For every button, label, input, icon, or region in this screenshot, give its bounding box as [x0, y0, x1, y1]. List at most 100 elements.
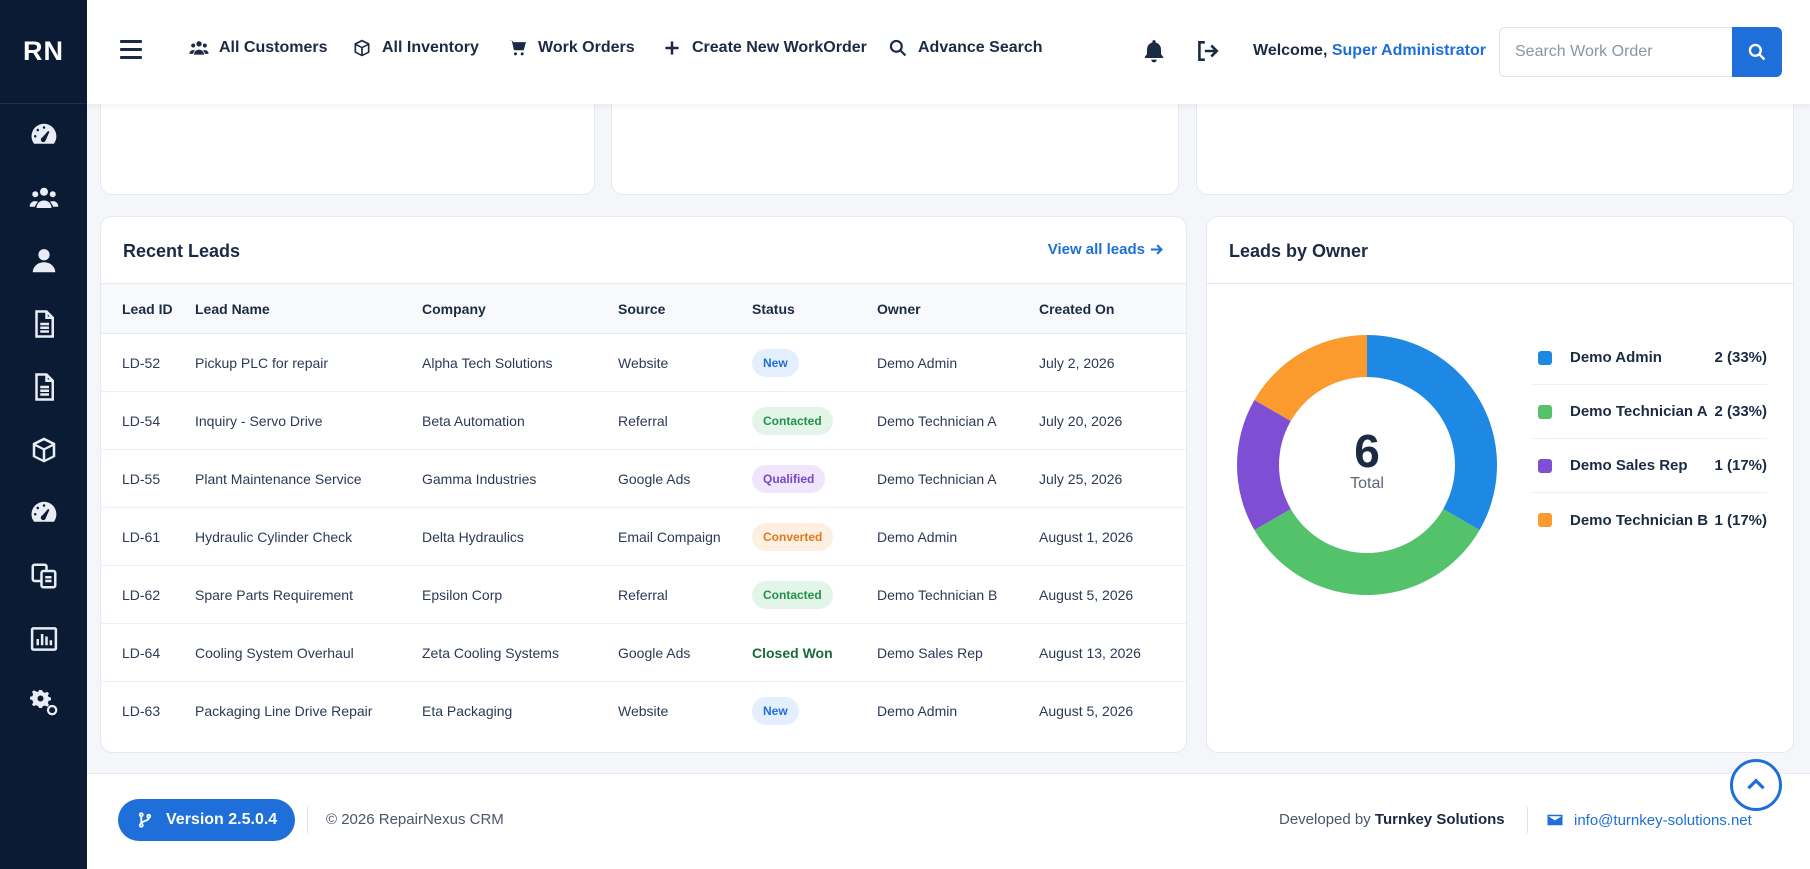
- nav-create-workorder[interactable]: Create New WorkOrder: [662, 38, 867, 58]
- developer-company[interactable]: Turnkey Solutions: [1374, 811, 1505, 828]
- leads-by-owner-card: Leads by Owner 6 Total Demo Admin 2 (33%)…: [1206, 216, 1794, 753]
- brand-logo[interactable]: RN: [0, 0, 87, 104]
- table-row[interactable]: LD-54 Inquiry - Servo Drive Beta Automatio…: [101, 391, 1186, 450]
- created-on-cell: July 2, 2026: [1039, 333, 1186, 392]
- customers-icon: [189, 41, 209, 55]
- legend-item[interactable]: Demo Technician A 2 (33%): [1531, 385, 1767, 439]
- copyright-text: © 2026 RepairNexus CRM: [326, 811, 504, 828]
- lead-name-cell: Pickup PLC for repair: [195, 333, 422, 392]
- legend-value: 2 (33%): [1714, 403, 1767, 420]
- donut-slice-demo-technician-b[interactable]: [1254, 335, 1367, 421]
- search-button[interactable]: [1732, 27, 1782, 77]
- created-on-cell: July 25, 2026: [1039, 449, 1186, 508]
- copy-docs-icon[interactable]: [0, 556, 87, 596]
- dashboard-icon[interactable]: [0, 115, 87, 155]
- col-source[interactable]: Source: [618, 283, 752, 334]
- status-cell: Qualified: [752, 449, 877, 508]
- inventory-box-icon: [354, 39, 370, 57]
- source-cell: Website: [618, 333, 752, 392]
- source-cell: Website: [618, 702, 669, 719]
- view-all-leads-link[interactable]: View all leads: [1048, 241, 1164, 258]
- status-badge: Contacted: [752, 406, 833, 435]
- branch-icon: [138, 812, 152, 828]
- nav-all-inventory-label: All Inventory: [382, 39, 479, 56]
- search-icon: [889, 39, 907, 57]
- logout-icon[interactable]: [1194, 38, 1220, 64]
- reports-chart-icon[interactable]: [0, 619, 87, 659]
- col-created-on[interactable]: Created On: [1039, 283, 1186, 334]
- welcome-message: Welcome, Super Administrator: [1253, 42, 1486, 60]
- legend-label: Demo Technician B: [1570, 511, 1709, 529]
- owner-cell: Demo Admin: [877, 507, 1039, 566]
- user-name-link[interactable]: Super Administrator: [1331, 42, 1486, 59]
- legend-item[interactable]: Demo Sales Rep 1 (17%): [1531, 439, 1767, 493]
- envelope-icon: [1547, 814, 1563, 826]
- donut-slice-demo-sales-rep[interactable]: [1237, 400, 1291, 530]
- company-cell: Zeta Cooling Systems: [422, 623, 618, 682]
- source-cell: Google Ads: [618, 449, 752, 508]
- status-badge: Contacted: [752, 580, 833, 609]
- donut-slice-demo-technician-a[interactable]: [1254, 509, 1480, 595]
- search-icon: [1748, 43, 1766, 61]
- donut-slice-demo-admin[interactable]: [1367, 335, 1497, 530]
- gauge-icon[interactable]: [0, 493, 87, 533]
- legend-item[interactable]: Demo Admin 2 (33%): [1531, 331, 1767, 385]
- col-lead-id[interactable]: Lead ID: [101, 283, 195, 334]
- hamburger-menu-icon[interactable]: [120, 40, 142, 62]
- customers-icon[interactable]: [0, 178, 87, 218]
- table-row[interactable]: LD-63 Packaging Line Drive Repair Eta Pack…: [101, 682, 1186, 740]
- search-work-order-input[interactable]: [1499, 27, 1733, 77]
- arrow-right-icon: [1150, 244, 1163, 255]
- legend-item[interactable]: Demo Technician B 1 (17%): [1531, 493, 1767, 547]
- company-cell: Gamma Industries: [422, 449, 618, 508]
- status-cell: New: [752, 682, 877, 740]
- nav-all-customers[interactable]: All Customers: [189, 38, 327, 58]
- nav-all-inventory[interactable]: All Inventory: [352, 38, 479, 58]
- legend-value: 1 (17%): [1714, 511, 1767, 529]
- lead-name-cell: Packaging Line Drive Repair: [195, 702, 373, 719]
- col-status[interactable]: Status: [752, 283, 877, 334]
- lead-id-cell: LD-61: [101, 507, 195, 566]
- status-cell: Contacted: [752, 391, 877, 450]
- inventory-box-icon[interactable]: [0, 430, 87, 470]
- lead-name-cell: Plant Maintenance Service: [195, 449, 422, 508]
- scroll-to-top-button[interactable]: [1730, 759, 1782, 811]
- owner-cell: Demo Technician A: [877, 449, 1039, 508]
- cart-icon: [508, 40, 526, 56]
- lead-name-cell: Spare Parts Requirement: [195, 565, 422, 624]
- table-row[interactable]: LD-62 Spare Parts Requirement Epsilon Corp…: [101, 565, 1186, 624]
- developed-by: Developed by Turnkey Solutions: [1279, 811, 1505, 828]
- col-company[interactable]: Company: [422, 283, 618, 334]
- version-badge[interactable]: Version 2.5.0.4: [118, 799, 296, 841]
- lead-id-cell: LD-54: [101, 391, 195, 450]
- legend-label: Demo Admin: [1570, 349, 1662, 366]
- company-cell: Delta Hydraulics: [422, 507, 618, 566]
- notification-bell-icon[interactable]: [1141, 38, 1167, 64]
- source-cell: Referral: [618, 391, 752, 450]
- table-row[interactable]: LD-52 Pickup PLC for repair Alpha Tech Sol…: [101, 333, 1186, 392]
- nav-create-workorder-label: Create New WorkOrder: [692, 39, 867, 56]
- leads-donut-chart: [1237, 335, 1497, 595]
- table-row[interactable]: LD-61 Hydraulic Cylinder Check Delta Hydra…: [101, 507, 1186, 566]
- document-list-icon[interactable]: [0, 367, 87, 407]
- status-badge: New: [752, 348, 799, 377]
- table-row[interactable]: LD-55 Plant Maintenance Service Gamma Indu…: [101, 449, 1186, 508]
- table-row[interactable]: LD-64 Cooling System Overhaul Zeta Cooling…: [101, 623, 1186, 682]
- nav-work-orders[interactable]: Work Orders: [508, 38, 635, 58]
- col-owner[interactable]: Owner: [877, 283, 1039, 334]
- lead-id-cell: LD-52: [101, 333, 195, 392]
- nav-advance-search[interactable]: Advance Search: [888, 38, 1043, 58]
- source-cell: Email Compaign: [618, 507, 752, 566]
- contact-email-link[interactable]: info@turnkey-solutions.net: [1546, 811, 1752, 829]
- lead-id-cell: LD-55: [101, 449, 195, 508]
- chevron-up-icon: [1747, 778, 1765, 790]
- lead-id-cell: LD-63: [122, 702, 161, 719]
- col-lead-name[interactable]: Lead Name: [195, 283, 422, 334]
- legend-swatch: [1538, 513, 1552, 527]
- status-badge: Converted: [752, 522, 834, 551]
- legend-value: 2 (33%): [1714, 349, 1767, 366]
- owner-cell: Demo Technician A: [877, 391, 1039, 450]
- user-icon[interactable]: [0, 241, 87, 281]
- settings-gears-icon[interactable]: [0, 682, 87, 722]
- document-icon[interactable]: [0, 304, 87, 344]
